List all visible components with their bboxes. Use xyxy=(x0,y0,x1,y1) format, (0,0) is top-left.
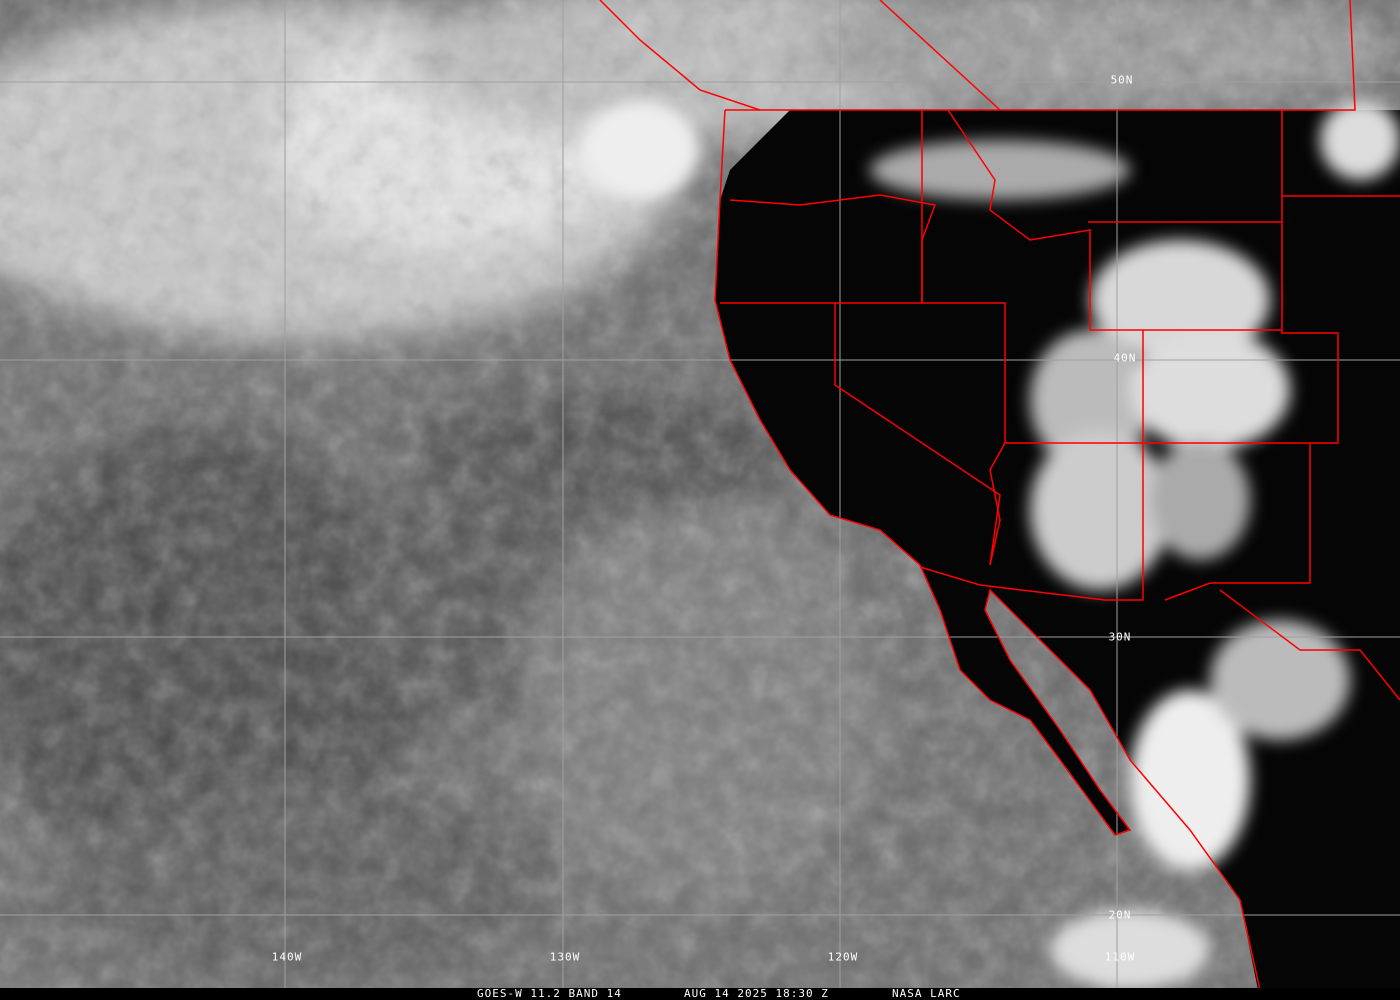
lon-label-130w: 130W xyxy=(549,950,581,964)
lat-label-30n: 30N xyxy=(1108,630,1132,644)
timestamp: AUG 14 2025 18:30 Z xyxy=(684,987,829,1000)
lat-label-20n: 20N xyxy=(1108,908,1132,922)
lon-label-140w: 140W xyxy=(271,950,303,964)
lat-label-40n: 40N xyxy=(1113,351,1137,365)
caption-bar: GOES-W 11.2 BAND 14 AUG 14 2025 18:30 Z … xyxy=(0,988,1400,1000)
lat-label-50n: 50N xyxy=(1110,73,1134,87)
lon-label-110w: 110W xyxy=(1104,950,1136,964)
satellite-band: GOES-W 11.2 BAND 14 xyxy=(477,987,622,1000)
source-credit: NASA LARC xyxy=(892,987,961,1000)
lon-label-120w: 120W xyxy=(827,950,859,964)
political-boundaries xyxy=(599,0,1400,991)
